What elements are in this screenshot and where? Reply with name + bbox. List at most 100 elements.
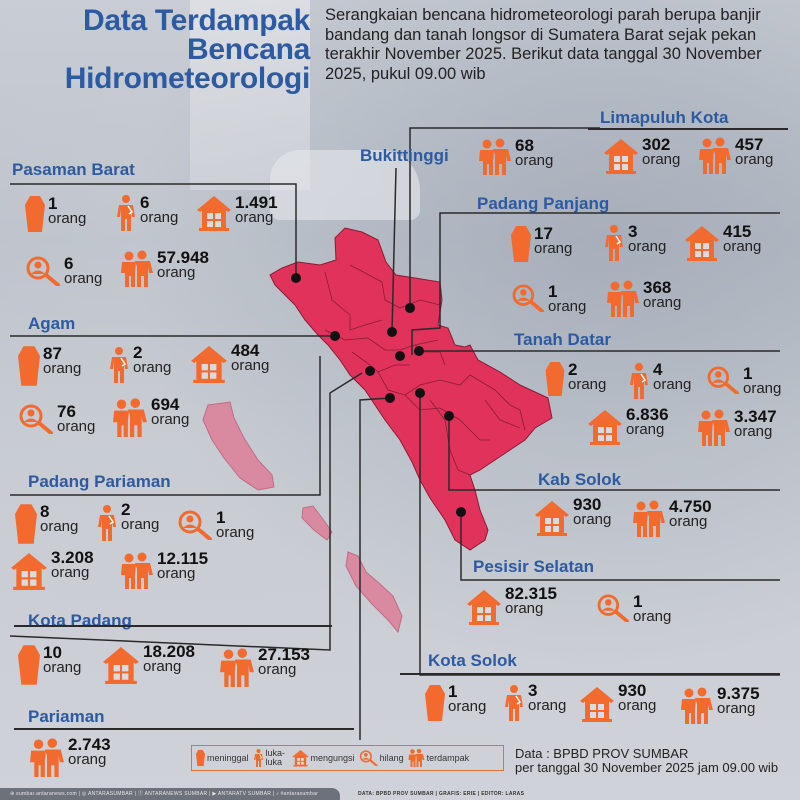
stat-meninggal: 17 orang [511, 225, 572, 262]
house-icon [466, 586, 502, 628]
stat-hilang: 1 orang [511, 282, 587, 315]
stat-value: 76 [57, 402, 76, 421]
stat-luka-luka: 2 orang [96, 501, 159, 544]
stat-mengungsi: 1.491 orang [196, 194, 278, 231]
stat-unit: orang [643, 294, 682, 311]
stat-terdampak: 3.347 orang [697, 408, 777, 447]
stat-value: 368 [643, 278, 672, 297]
stat-meninggal: 1 orang [25, 194, 86, 232]
stat-unit: orang [628, 238, 667, 255]
divider-kota-padang [14, 625, 332, 627]
stat-unit: orang [642, 151, 681, 168]
people-icon [408, 749, 425, 767]
stat-unit: orang [448, 698, 487, 715]
stat-value: 302 [642, 135, 671, 154]
stat-unit: orang [157, 264, 196, 281]
stat-value: 1 [216, 508, 226, 527]
stat-mengungsi: 302 orang [603, 135, 681, 175]
region-title: Kota Solok [428, 651, 517, 670]
stat-value: 10 [43, 643, 62, 662]
stat-terdampak: 12.115 orang [120, 550, 208, 591]
stat-hilang: 6 orang [25, 254, 103, 287]
stat-meninggal: 1 orang [425, 682, 487, 722]
stat-hilang: 1 orang [177, 508, 254, 540]
stat-mengungsi: 415 orang [684, 222, 762, 262]
stat-unit: orang [717, 700, 756, 717]
data-source: Data : BPBD PROV SUMBAR per tanggal 30 N… [515, 747, 778, 775]
divider [14, 728, 354, 730]
page-title: Data Terdampak Bencana Hidrometeorologi [65, 4, 311, 94]
legend-item-luka-luka: luka-luka [253, 748, 288, 768]
coffin-icon [18, 645, 40, 685]
stat-unit: orang [258, 661, 297, 678]
stat-meninggal: 2 orang [545, 360, 606, 396]
region-title: Tanah Datar [514, 330, 611, 349]
stat-terdampak: 694 orang [112, 396, 189, 439]
stat-luka-luka: 3 orang [603, 222, 667, 262]
injured-person-icon [503, 683, 525, 723]
stat-value: 484 [231, 341, 260, 360]
stat-mengungsi: 82.315 orang [466, 585, 557, 628]
stat-value: 8 [40, 502, 50, 521]
house-icon [196, 195, 232, 231]
region-title: Bukittinggi [360, 146, 449, 165]
stat-terdampak: 27.153 orang [219, 646, 310, 689]
stat-value: 457 [735, 135, 764, 154]
house-icon [603, 137, 639, 175]
footer-bar [0, 788, 340, 800]
stat-mengungsi: 484 orang [190, 341, 270, 385]
stat-value: 1 [548, 282, 558, 301]
legend-item-meninggal: meninggal [196, 749, 249, 767]
stat-unit: orang [40, 518, 79, 535]
stat-unit: orang [43, 360, 82, 377]
stat-terdampak: 57.948 orang [120, 249, 209, 288]
stat-unit: orang [548, 298, 587, 315]
stat-value: 2 [133, 343, 143, 362]
people-icon [680, 686, 714, 726]
legend: meninggal luka-luka mengungsi hilang ter… [191, 745, 504, 771]
legend-item-terdampak: terdampak [408, 749, 469, 767]
stat-unit: orang [231, 357, 270, 374]
legend-item-hilang: hilang [359, 750, 404, 766]
siberut-island [202, 401, 275, 491]
stat-terdampak: 457 orang [698, 135, 773, 175]
title-line-1: Data Terdampak [83, 4, 310, 37]
stat-value: 3 [628, 222, 638, 241]
stat-hilang: 1 orang [596, 593, 671, 624]
stat-mengungsi: 930 orang [579, 682, 656, 725]
stat-unit: orang [64, 270, 103, 287]
region-title: Agam [28, 314, 76, 333]
stat-hilang: 1 orang [706, 364, 781, 396]
coffin-icon [196, 749, 205, 767]
house-icon [684, 224, 720, 262]
search-person-icon [18, 404, 54, 434]
house-icon [587, 407, 623, 447]
stat-value: 415 [723, 222, 752, 241]
sipora-island [301, 505, 333, 541]
stat-unit: orang [723, 238, 762, 255]
region-title: Kab Solok [538, 470, 622, 489]
house-icon [292, 749, 309, 767]
people-icon [606, 280, 640, 318]
stat-unit: orang [573, 511, 612, 528]
house-icon [190, 343, 228, 385]
stat-unit: orang [157, 565, 196, 582]
stat-unit: orang [626, 421, 665, 438]
people-icon [120, 551, 154, 591]
legend-label: mengungsi [310, 752, 355, 763]
stat-value: 2 [568, 360, 578, 379]
stat-value: 3 [528, 681, 538, 700]
house-icon [579, 683, 615, 725]
stat-value: 87 [43, 344, 62, 363]
stat-value: 1 [448, 682, 458, 701]
people-icon [478, 138, 512, 176]
stat-meninggal: 10 orang [18, 643, 81, 685]
stat-value: 4.750 [669, 497, 712, 516]
stat-value: 1 [48, 194, 58, 213]
stat-value: 1 [743, 364, 753, 383]
stat-value: 6 [64, 254, 74, 273]
stat-unit: orang [140, 209, 179, 226]
stat-terdampak: 9.375 orang [680, 685, 760, 726]
stat-luka-luka: 4 orang [628, 361, 691, 400]
stat-unit: orang [505, 600, 544, 617]
